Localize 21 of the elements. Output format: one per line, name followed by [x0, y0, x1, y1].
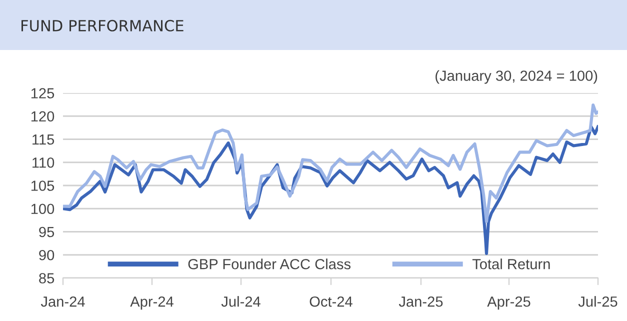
legend-label: GBP Founder ACC Class [188, 258, 351, 270]
x-tick-label: Apr-24 [130, 296, 174, 310]
y-tick-label: 110 [32, 157, 54, 168]
y-tick-label: 85 [39, 273, 54, 284]
text: (January 30, 2024 = 100) [436, 70, 598, 84]
x-tick-label: Jul-24 [221, 296, 260, 307]
y-tick-label: 100 [31, 204, 54, 214]
line-series [63, 103, 598, 224]
y-tick-label: 115 [32, 134, 54, 145]
legend-label: Total Return [472, 258, 550, 270]
y-tick-label: 90 [39, 250, 54, 260]
x-tick-label: Jan-24 [40, 296, 85, 307]
x-tick-label: Apr-25 [487, 296, 530, 310]
x-tick-label: Oct-24 [310, 296, 352, 307]
y-tick-label: 105 [31, 180, 54, 191]
x-tick-label: Jan-25 [398, 296, 443, 307]
y-tick-label: 120 [31, 111, 54, 122]
chart-title: FUND PERFORMANCE [22, 20, 184, 32]
y-tick-label: 95 [39, 226, 54, 238]
x-tick-label: Jul-25 [578, 296, 618, 307]
y-tick-label: 125 [31, 88, 54, 98]
